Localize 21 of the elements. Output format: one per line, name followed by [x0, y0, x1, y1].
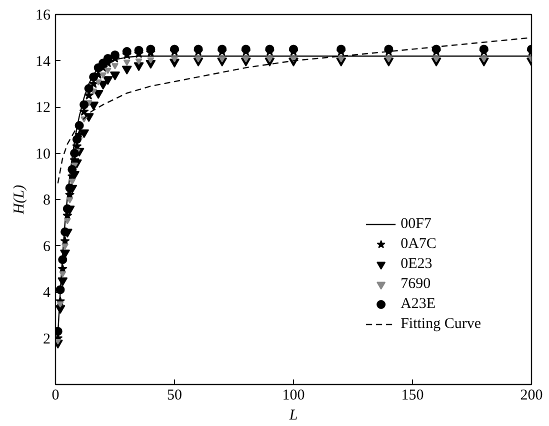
legend-label: 7690 [400, 276, 431, 292]
legend-label: Fitting Curve [400, 316, 481, 332]
x-tick-label: 200 [520, 388, 543, 404]
legend-label: 0E23 [400, 256, 432, 272]
y-tick-label: 10 [36, 146, 50, 162]
legend-label: A23E [400, 296, 436, 312]
x-tick-label: 100 [282, 388, 305, 404]
y-tick-label: 8 [43, 192, 50, 208]
x-tick-label: 0 [52, 388, 60, 404]
y-tick-label: 12 [36, 100, 50, 116]
y-tick-label: 4 [43, 285, 51, 301]
y-tick-label: 6 [43, 238, 51, 255]
y-tick-label: 14 [36, 54, 51, 70]
x-tick-label: 150 [401, 388, 424, 404]
y-tick-label: 2 [43, 331, 50, 348]
x-tick-label: 50 [167, 388, 182, 404]
legend-label: 00F7 [400, 216, 432, 232]
x-axis-title: L [288, 408, 298, 424]
y-tick-label: 16 [36, 8, 51, 24]
legend-label: 0A7C [400, 236, 436, 252]
y-axis-title: H(L) [12, 184, 28, 216]
